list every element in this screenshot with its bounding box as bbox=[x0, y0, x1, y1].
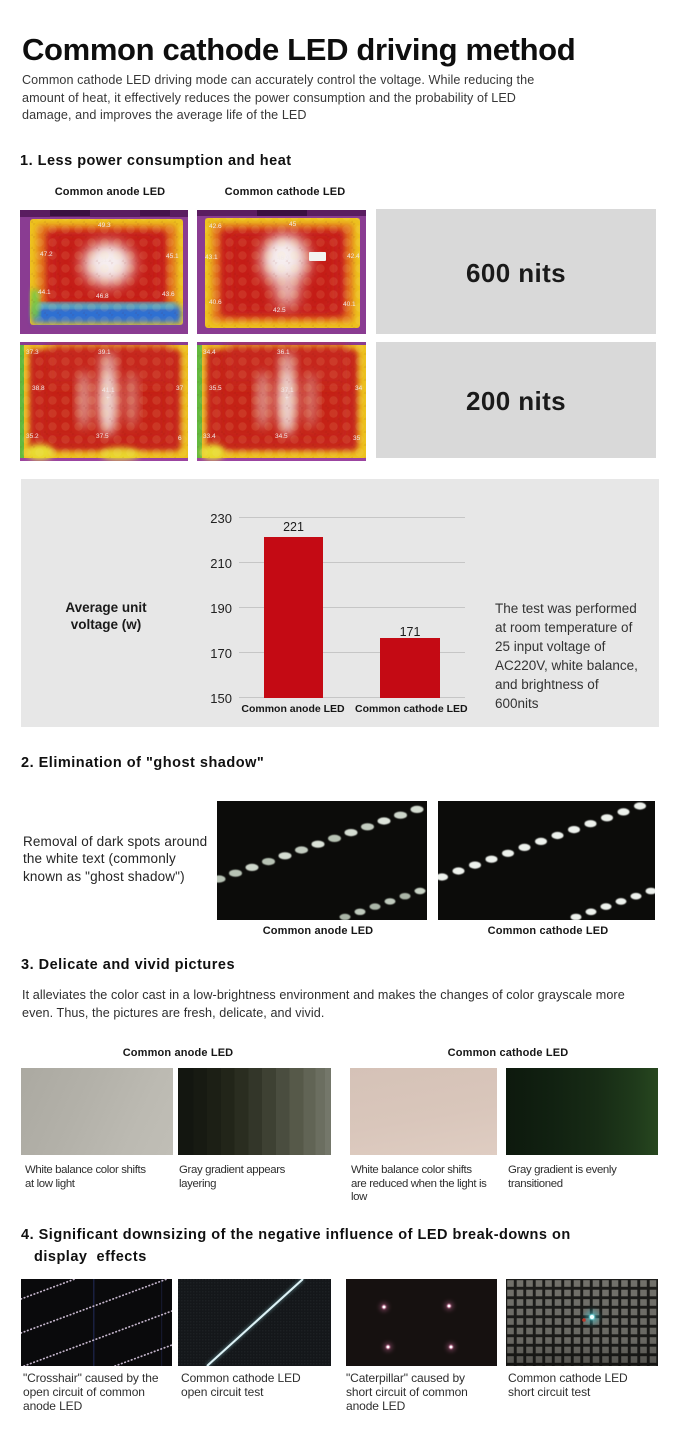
svg-text:37.1: 37.1 bbox=[281, 387, 294, 394]
svg-text:34.4: 34.4 bbox=[203, 349, 216, 356]
svg-text:37.3: 37.3 bbox=[26, 349, 39, 356]
svg-text:38.8: 38.8 bbox=[32, 385, 45, 392]
svg-text:6: 6 bbox=[178, 435, 182, 442]
svg-text:49.3: 49.3 bbox=[98, 222, 111, 229]
svg-text:+: + bbox=[106, 395, 110, 402]
svg-text:35.2: 35.2 bbox=[26, 433, 39, 440]
svg-text:43.6: 43.6 bbox=[162, 291, 175, 298]
svg-text:45: 45 bbox=[289, 221, 297, 228]
svg-text:42.4: 42.4 bbox=[347, 253, 360, 260]
svg-text:44.1: 44.1 bbox=[38, 289, 51, 296]
svg-text:+: + bbox=[283, 263, 287, 270]
svg-text:51.9: 51.9 bbox=[100, 257, 113, 264]
svg-text:40.6: 40.6 bbox=[209, 299, 222, 306]
svg-text:35.5: 35.5 bbox=[209, 385, 222, 392]
svg-text:40.1: 40.1 bbox=[343, 301, 356, 308]
svg-text:35: 35 bbox=[353, 435, 361, 442]
svg-text:45.1: 45.1 bbox=[166, 253, 179, 260]
svg-text:42.6: 42.6 bbox=[209, 223, 222, 230]
svg-text:37.5: 37.5 bbox=[96, 433, 109, 440]
svg-text:34.5: 34.5 bbox=[275, 433, 288, 440]
svg-text:37: 37 bbox=[176, 385, 184, 392]
svg-text:46.9: 46.9 bbox=[277, 255, 290, 262]
svg-text:39.1: 39.1 bbox=[98, 349, 111, 356]
svg-text:36.1: 36.1 bbox=[277, 349, 290, 356]
svg-text:42.5: 42.5 bbox=[273, 307, 286, 314]
svg-text:41.1: 41.1 bbox=[102, 387, 115, 394]
svg-text:+: + bbox=[104, 265, 108, 272]
svg-text:46.8: 46.8 bbox=[96, 293, 109, 300]
svg-text:47.2: 47.2 bbox=[40, 251, 53, 258]
svg-text:33.4: 33.4 bbox=[203, 433, 216, 440]
svg-text:34: 34 bbox=[355, 385, 363, 392]
svg-text:43.1: 43.1 bbox=[205, 254, 218, 261]
svg-text:+: + bbox=[285, 395, 289, 402]
